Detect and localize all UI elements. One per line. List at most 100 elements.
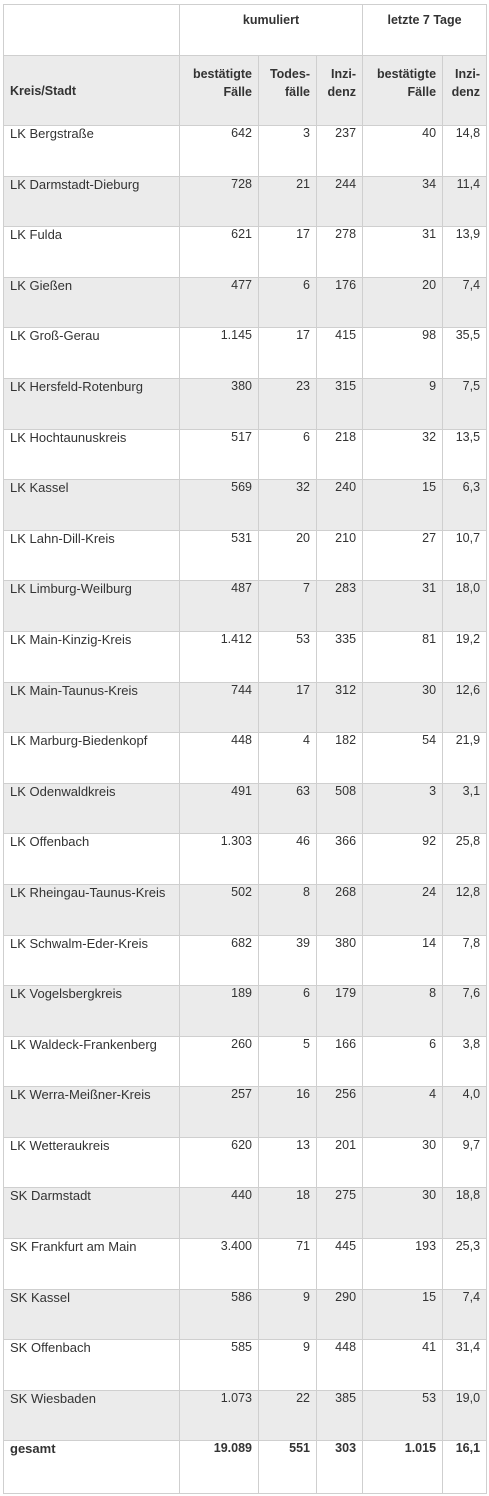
cell-confirmed: 189 (179, 985, 259, 1037)
total-row: gesamt 19.089 551 303 1.015 16,1 (3, 1440, 488, 1495)
header-line: Fälle (223, 85, 253, 99)
cell-incidence-7d: 11,4 (442, 175, 488, 228)
cell-confirmed-7d: 30 (362, 1136, 444, 1189)
cell-confirmed-7d: 3 (362, 782, 444, 835)
group-header-last-7-days: letzte 7 Tage (362, 4, 488, 56)
cell-confirmed-7d: 53 (362, 1389, 444, 1442)
cell-confirmed-7d: 8 (362, 985, 444, 1037)
cell-incidence: 415 (315, 327, 364, 379)
cell-region: LK Hochtaunuskreis (3, 428, 180, 481)
header-line: bestätigte (376, 67, 437, 81)
cell-incidence-7d: 25,3 (442, 1238, 488, 1290)
cell-incidence: 275 (315, 1187, 364, 1240)
column-header-row: Kreis/Stadt bestätigte Fälle Todes- fäll… (3, 55, 488, 126)
cell-confirmed: 620 (179, 1136, 259, 1189)
table-row: LK Fulda 621 17 278 31 13,9 (3, 226, 488, 278)
covid-cases-table: kumuliert letzte 7 Tage Kreis/Stadt best… (3, 4, 488, 1495)
cell-incidence: 290 (315, 1288, 364, 1341)
table-row: LK Kassel 569 32 240 15 6,3 (3, 479, 488, 531)
table-row: LK Hersfeld-Rotenburg 380 23 315 9 7,5 (3, 377, 488, 430)
cell-incidence-7d: 35,5 (442, 327, 488, 379)
cell-incidence: 380 (315, 934, 364, 987)
cell-deaths: 23 (258, 377, 317, 430)
cell-region: LK Hersfeld-Rotenburg (3, 377, 180, 430)
cell-confirmed-7d: 24 (362, 883, 444, 936)
cell-region: SK Frankfurt am Main (3, 1238, 180, 1290)
cell-incidence: 278 (315, 226, 364, 278)
cell-confirmed: 448 (179, 732, 259, 784)
cell-confirmed: 1.145 (179, 327, 259, 379)
cell-region: LK Limburg-Weilburg (3, 580, 180, 632)
cell-confirmed: 19.089 (179, 1440, 259, 1495)
cell-incidence-7d: 10,7 (442, 529, 488, 582)
header-line: Todes- (269, 67, 310, 81)
cell-deaths: 6 (258, 428, 317, 481)
cell-confirmed-7d: 15 (362, 479, 444, 531)
cell-deaths: 3 (258, 125, 317, 177)
cell-incidence: 268 (315, 883, 364, 936)
cell-confirmed: 491 (179, 782, 259, 835)
cell-confirmed-7d: 4 (362, 1086, 444, 1138)
cell-incidence: 335 (315, 630, 364, 683)
cell-confirmed-7d: 1.015 (362, 1440, 444, 1495)
cell-confirmed-7d: 81 (362, 630, 444, 683)
cell-confirmed-7d: 31 (362, 580, 444, 632)
cell-incidence-7d: 12,6 (442, 681, 488, 734)
cell-confirmed: 502 (179, 883, 259, 936)
cell-deaths: 6 (258, 276, 317, 329)
cell-region: gesamt (3, 1440, 180, 1495)
cell-incidence: 218 (315, 428, 364, 481)
cell-incidence-7d: 3,1 (442, 782, 488, 835)
header-incidence-last-7: Inzi- denz (442, 55, 488, 126)
cell-incidence: 166 (315, 1035, 364, 1088)
cell-incidence-7d: 12,8 (442, 883, 488, 936)
cell-confirmed: 260 (179, 1035, 259, 1088)
cell-incidence: 244 (315, 175, 364, 228)
cell-confirmed: 3.400 (179, 1238, 259, 1290)
cell-region: SK Offenbach (3, 1339, 180, 1391)
cell-incidence-7d: 21,9 (442, 732, 488, 784)
table-row: LK Main-Taunus-Kreis 744 17 312 30 12,6 (3, 681, 488, 734)
cell-confirmed-7d: 30 (362, 1187, 444, 1240)
table-row: LK Wetteraukreis 620 13 201 30 9,7 (3, 1136, 488, 1189)
cell-deaths: 39 (258, 934, 317, 987)
cell-region: LK Vogelsbergkreis (3, 985, 180, 1037)
cell-confirmed-7d: 34 (362, 175, 444, 228)
cell-deaths: 20 (258, 529, 317, 582)
cell-region: LK Wetteraukreis (3, 1136, 180, 1189)
cell-region: LK Fulda (3, 226, 180, 278)
table-row: LK Odenwaldkreis 491 63 508 3 3,1 (3, 782, 488, 835)
cell-incidence-7d: 18,0 (442, 580, 488, 632)
cell-incidence: 182 (315, 732, 364, 784)
cell-deaths: 32 (258, 479, 317, 531)
cell-incidence-7d: 7,8 (442, 934, 488, 987)
cell-incidence-7d: 4,0 (442, 1086, 488, 1138)
cell-confirmed-7d: 15 (362, 1288, 444, 1341)
table-row: LK Schwalm-Eder-Kreis 682 39 380 14 7,8 (3, 934, 488, 987)
header-confirmed-last-7: bestätigte Fälle (362, 55, 444, 126)
cell-confirmed-7d: 20 (362, 276, 444, 329)
cell-region: SK Darmstadt (3, 1187, 180, 1240)
cell-confirmed-7d: 32 (362, 428, 444, 481)
cell-incidence: 315 (315, 377, 364, 430)
cell-deaths: 7 (258, 580, 317, 632)
cell-deaths: 22 (258, 1389, 317, 1442)
cell-confirmed: 682 (179, 934, 259, 987)
header-region: Kreis/Stadt (3, 55, 180, 126)
header-confirmed-cumulative: bestätigte Fälle (179, 55, 259, 126)
cell-region: LK Kassel (3, 479, 180, 531)
header-line: denz (327, 85, 357, 99)
cell-deaths: 16 (258, 1086, 317, 1138)
table-row: SK Frankfurt am Main 3.400 71 445 193 25,3 (3, 1238, 488, 1290)
group-header-row: kumuliert letzte 7 Tage (3, 4, 488, 56)
empty-header-cell (3, 4, 180, 56)
cell-confirmed: 440 (179, 1187, 259, 1240)
header-line: Fälle (407, 85, 437, 99)
cell-confirmed: 1.303 (179, 833, 259, 885)
cell-confirmed-7d: 98 (362, 327, 444, 379)
cell-confirmed: 487 (179, 580, 259, 632)
header-deaths: Todes- fälle (258, 55, 317, 126)
cell-incidence-7d: 19,2 (442, 630, 488, 683)
cell-confirmed: 586 (179, 1288, 259, 1341)
cell-incidence-7d: 7,4 (442, 1288, 488, 1341)
